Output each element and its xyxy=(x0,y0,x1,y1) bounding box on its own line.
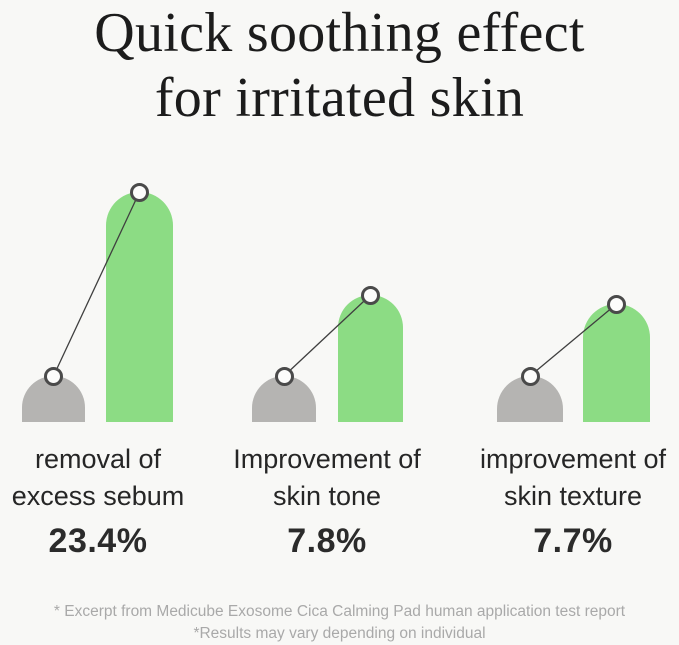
group-label-line2: skin texture xyxy=(503,481,643,511)
data-point-before-sebum xyxy=(44,366,63,386)
percent-value: 7.7% xyxy=(533,522,613,560)
group-label-skin-tone: Improvement of skin tone 7.8% xyxy=(227,441,427,560)
percent-value: 7.8% xyxy=(287,522,367,560)
title-line1: Quick soothing effect xyxy=(94,2,585,64)
group-label-sebum: removal of excess sebum 23.4% xyxy=(0,441,198,560)
footnote-line1: * Excerpt from Medicube Exosome Cica Cal… xyxy=(53,603,626,620)
page-title: Quick soothing effect for irritated skin xyxy=(0,1,679,131)
data-point-after-sebum xyxy=(130,182,149,202)
percent-value: 23.4% xyxy=(48,522,148,560)
data-point-before-skin-texture xyxy=(520,366,540,386)
data-point-before-skin-tone xyxy=(274,366,294,386)
title-line2: for irritated skin xyxy=(154,67,525,129)
connector-line-skin-texture xyxy=(529,303,617,377)
group-label-line1: improvement of xyxy=(479,444,667,474)
footnote-line2: *Results may vary depending on individua… xyxy=(193,625,486,642)
group-label-line2: skin tone xyxy=(272,481,382,511)
connector-line-skin-tone xyxy=(283,294,371,377)
footnote: * Excerpt from Medicube Exosome Cica Cal… xyxy=(0,601,679,645)
data-point-after-skin-tone xyxy=(361,285,380,305)
group-label-skin-texture: improvement of skin texture 7.7% xyxy=(473,441,673,560)
bar-after-skin-texture xyxy=(583,304,650,422)
group-label-line2: excess sebum xyxy=(11,481,185,511)
connector-lines xyxy=(52,191,617,377)
group-label-line1: Improvement of xyxy=(233,444,421,474)
connector-line-sebum xyxy=(52,191,141,377)
group-label-line1: removal of xyxy=(34,444,162,474)
bar-after-sebum xyxy=(106,192,173,422)
comparison-chart xyxy=(0,172,679,422)
data-point-after-skin-texture xyxy=(607,294,626,314)
